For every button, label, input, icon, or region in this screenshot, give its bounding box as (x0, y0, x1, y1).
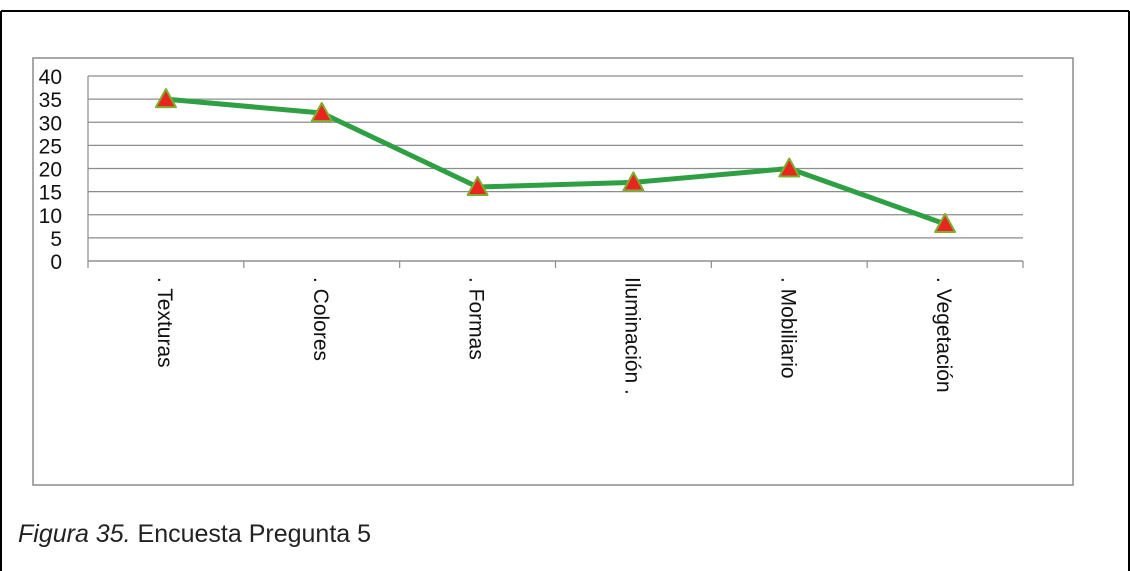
data-point-marker (934, 213, 957, 233)
y-tick-label: 35 (39, 89, 62, 112)
data-point-marker (622, 171, 645, 192)
y-tick-label: 0 (50, 251, 62, 274)
y-tick-label: 20 (39, 159, 62, 182)
x-tick-label: . Texturas (153, 277, 176, 368)
series-line (163, 96, 948, 227)
x-tick-label: . Vegetación (932, 277, 955, 393)
x-tick-label: . Colores (309, 277, 332, 361)
chart-area (32, 57, 1074, 486)
y-tick-label: 10 (39, 205, 62, 228)
y-tick-label: 15 (39, 182, 62, 205)
figure-caption-text: Encuesta Pregunta 5 (137, 520, 372, 548)
x-tick-label: Iluminación . (620, 277, 643, 395)
figure-label: Figura 35. (18, 520, 131, 548)
data-point-marker (466, 176, 489, 196)
figure-caption: Figura 35. Encuesta Pregunta 5 (18, 520, 371, 549)
data-point-marker (154, 88, 177, 109)
data-point-marker (778, 157, 801, 178)
y-tick-label: 25 (39, 135, 62, 158)
x-tick-label: . Formas (465, 277, 488, 360)
y-tick-label: 5 (50, 228, 62, 251)
data-point-marker (310, 102, 333, 122)
x-tick-label: . Mobiliario (776, 277, 799, 379)
y-tick-label: 40 (39, 66, 62, 89)
y-tick-label: 30 (39, 112, 62, 135)
